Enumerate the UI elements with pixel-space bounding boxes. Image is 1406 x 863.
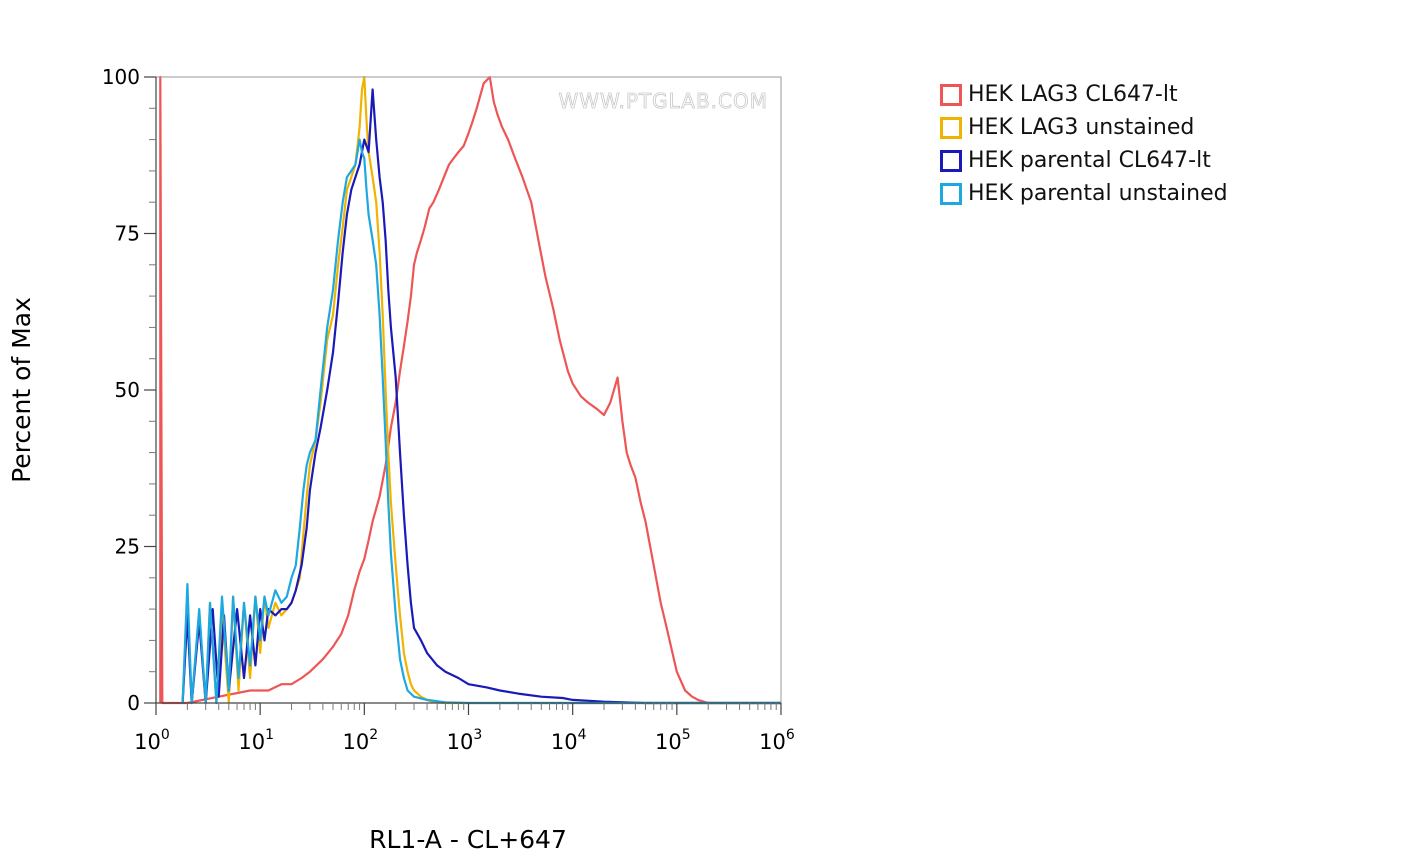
series-line-1: [159, 75, 781, 705]
x-tick-label: 100: [134, 727, 170, 754]
x-tick-label: 104: [551, 727, 587, 754]
y-tick-label: 75: [115, 222, 140, 246]
x-tick-label: 103: [447, 727, 483, 754]
x-tick-label: 101: [238, 727, 274, 754]
legend-item-2: HEK LAG3 unstained: [940, 111, 1228, 144]
legend-swatch: [940, 83, 962, 106]
legend-label: HEK parental CL647-lt: [968, 148, 1211, 173]
y-tick-label: 0: [127, 691, 140, 715]
legend-item-4: HEK parental unstained: [940, 177, 1228, 210]
axis-layer: 0 25 50 75 100 100 101 102 103 104 105 106: [102, 65, 795, 754]
y-tick-label: 100: [102, 65, 140, 89]
legend: HEK LAG3 CL647-lt HEK LAG3 unstained HEK p…: [940, 78, 1228, 210]
y-tick-label: 50: [115, 378, 140, 402]
x-tick-label: 102: [343, 727, 379, 754]
legend-swatch: [940, 182, 962, 205]
legend-swatch: [940, 149, 962, 172]
series-line-4: [181, 138, 781, 705]
y-axis-label: Percent of Max: [7, 297, 36, 483]
x-tick-label: 105: [655, 727, 691, 754]
x-axis-label: RL1-A - CL+647: [369, 825, 567, 854]
legend-label: HEK LAG3 CL647-lt: [968, 82, 1178, 107]
series-layer: [159, 75, 781, 705]
x-tick-label: 106: [759, 727, 795, 754]
legend-label: HEK LAG3 unstained: [968, 115, 1195, 140]
legend-label: HEK parental unstained: [968, 181, 1228, 206]
legend-item-1: HEK LAG3 CL647-lt: [940, 78, 1228, 111]
legend-swatch: [940, 116, 962, 139]
legend-item-3: HEK parental CL647-lt: [940, 144, 1228, 177]
y-tick-label: 25: [115, 535, 140, 559]
watermark-text: WWW.PTGLAB.COM: [559, 89, 769, 113]
